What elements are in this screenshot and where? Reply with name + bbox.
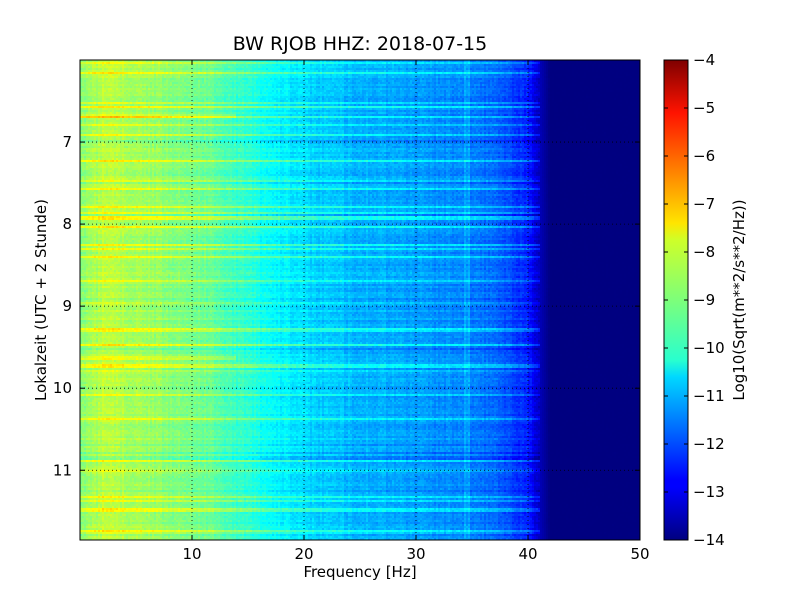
spectrogram-heatmap [80, 60, 640, 540]
y-axis-label: Lokalzeit (UTC + 2 Stunde) [32, 199, 50, 401]
x-tick-label: 50 [630, 545, 649, 563]
plot-area [79, 59, 641, 541]
grid-lines [80, 60, 640, 540]
x-tick-label: 40 [518, 545, 537, 563]
x-axis-label: Frequency [Hz] [303, 563, 416, 581]
colorbar-tick-label: −11 [693, 387, 725, 405]
x-tick-label: 30 [406, 545, 425, 563]
x-tick-label: 20 [294, 545, 313, 563]
colorbar-ticks: −4 −5 −6 −7 −8 −9 −10 −11 −12 −13 −14 [664, 51, 725, 549]
y-tick-label: 11 [53, 461, 72, 479]
colorbar-label: Log10(Sqrt(m**2/s**2/Hz)) [730, 199, 748, 400]
heatmap-image [80, 60, 640, 540]
colorbar-tick-label: −5 [693, 99, 715, 117]
y-axis: 7 8 9 10 11 [53, 133, 640, 479]
plot-frame [79, 59, 641, 541]
colorbar-tick-label: −6 [693, 147, 715, 165]
colorbar: −4 −5 −6 −7 −8 −9 −10 −11 −12 −13 −14 [663, 51, 725, 549]
y-tick-label: 9 [62, 297, 72, 315]
colorbar-tick-label: −12 [693, 435, 725, 453]
colorbar-tick-label: −8 [693, 243, 715, 261]
colorbar-tick-label: −7 [693, 195, 715, 213]
chart-title: BW RJOB HHZ: 2018-07-15 [233, 33, 487, 55]
x-tick-label: 10 [182, 545, 201, 563]
colorbar-tick-label: −14 [693, 531, 725, 549]
colorbar-tick-label: −4 [693, 51, 715, 69]
x-axis: 10 20 30 40 50 [182, 60, 650, 563]
colorbar-tick-label: −13 [693, 483, 725, 501]
y-tick-label: 7 [62, 133, 72, 151]
colorbar-tick-label: −10 [693, 339, 725, 357]
colorbar-tick-label: −9 [693, 291, 715, 309]
y-tick-label: 10 [53, 379, 72, 397]
y-tick-label: 8 [62, 215, 72, 233]
